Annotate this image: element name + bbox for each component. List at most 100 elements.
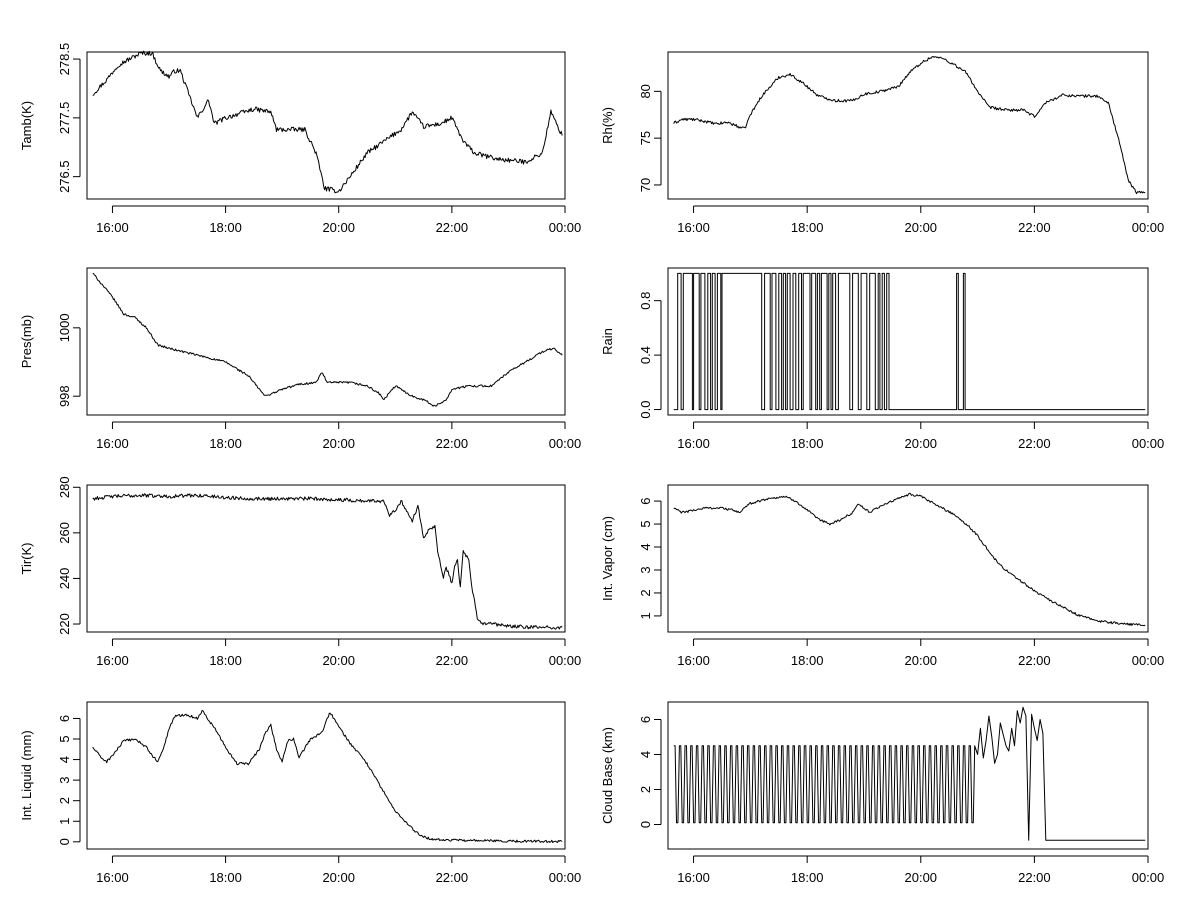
y-axis-label: Int. Vapor (cm)	[600, 516, 615, 601]
y-axis: 1 2 3 4 5 6	[638, 497, 662, 620]
x-tick-label: 18:00	[791, 220, 824, 235]
y-tick-label: 4	[638, 751, 653, 758]
y-axis: 0 1 2 3 4 5 6	[57, 715, 81, 845]
plot-frame	[86, 51, 566, 200]
series-line	[92, 710, 563, 843]
x-tick-label: 20:00	[905, 653, 938, 668]
x-axis: 16:00 18:00 20:00 22:00 00:00	[677, 638, 1164, 668]
y-tick-label: 5	[57, 735, 72, 742]
x-tick-label: 20:00	[322, 653, 355, 668]
series-line	[673, 272, 1146, 411]
y-tick-label: 278.5	[57, 43, 72, 76]
x-tick-label: 18:00	[209, 870, 242, 885]
x-tick-label: 18:00	[209, 653, 242, 668]
x-tick-label: 22:00	[1018, 870, 1051, 885]
y-tick-label: 3	[638, 566, 653, 573]
chart-panel-7: 16:00 18:00 20:00 22:00 00:00 0 1 2 3 4 5 6 Int. Liq…	[19, 701, 582, 885]
x-tick-label: 00:00	[1132, 870, 1165, 885]
y-tick-label: 3	[57, 777, 72, 784]
chart-panel-2: 16:00 18:00 20:00 22:00 00:00 70 75 80 Rh(%)	[600, 51, 1165, 235]
x-tick-label: 22:00	[436, 870, 469, 885]
series-line	[92, 50, 563, 194]
y-axis-label: Cloud Base (km)	[600, 727, 615, 824]
x-tick-label: 00:00	[549, 870, 582, 885]
x-tick-label: 20:00	[905, 436, 938, 451]
x-tick-label: 00:00	[549, 220, 582, 235]
y-tick-label: 0.0	[638, 401, 653, 419]
y-tick-label: 5	[638, 520, 653, 527]
x-tick-label: 22:00	[1018, 220, 1051, 235]
x-tick-label: 22:00	[1018, 653, 1051, 668]
y-tick-label: 240	[57, 568, 72, 590]
plot-frame	[667, 484, 1149, 633]
x-tick-label: 22:00	[436, 436, 469, 451]
y-tick-label: 277.5	[57, 102, 72, 135]
x-axis: 16:00 18:00 20:00 22:00 00:00	[96, 638, 582, 668]
x-tick-label: 18:00	[209, 220, 242, 235]
y-tick-label: 220	[57, 613, 72, 635]
y-tick-label: 998	[57, 385, 72, 407]
x-tick-label: 20:00	[905, 870, 938, 885]
y-tick-label: 6	[638, 716, 653, 723]
y-tick-label: 4	[57, 756, 72, 763]
x-axis: 16:00 18:00 20:00 22:00 00:00	[677, 205, 1165, 235]
y-tick-label: 6	[57, 715, 72, 722]
x-tick-label: 18:00	[791, 436, 824, 451]
x-tick-label: 20:00	[322, 870, 355, 885]
y-tick-label: 2	[638, 786, 653, 793]
y-axis-label: Rain	[600, 328, 615, 355]
y-axis: 276.5 277.5 278.5	[57, 43, 81, 193]
plot-frame	[86, 701, 566, 850]
chart-panel-6: 16:00 18:00 20:00 22:00 00:00 1 2 3 4 5 6 Int. Vapo…	[600, 484, 1164, 668]
y-axis: 998 1000	[57, 313, 81, 407]
plot-frame	[86, 484, 566, 633]
y-tick-label: 80	[638, 84, 653, 98]
x-tick-label: 16:00	[677, 220, 710, 235]
series-line	[673, 706, 1146, 841]
x-axis: 16:00 18:00 20:00 22:00 00:00	[677, 855, 1165, 885]
y-axis: 220 240 260 280	[57, 476, 81, 635]
x-tick-label: 22:00	[1018, 436, 1051, 451]
y-tick-label: 4	[638, 543, 653, 550]
chart-panel-1: 16:00 18:00 20:00 22:00 00:00 276.5 277.5 278.5…	[19, 43, 581, 235]
y-tick-label: 0	[638, 821, 653, 828]
y-axis: 0 2 4 6	[638, 716, 662, 828]
series-line	[92, 272, 563, 407]
x-tick-label: 00:00	[549, 653, 582, 668]
y-axis-label: Rh(%)	[600, 107, 615, 144]
y-tick-label: 2	[57, 797, 72, 804]
y-tick-label: 1000	[57, 313, 72, 342]
plot-frame	[667, 51, 1149, 200]
x-tick-label: 20:00	[322, 436, 355, 451]
chart-panel-3: 16:00 18:00 20:00 22:00 00:00 998 1000 Pres(mb)	[19, 267, 582, 451]
y-tick-label: 280	[57, 476, 72, 498]
y-tick-label: 276.5	[57, 160, 72, 193]
chart-panel-4: 16:00 18:00 20:00 22:00 00:00 0.0 0.4 0.8 Rain	[600, 267, 1165, 451]
x-tick-label: 22:00	[436, 653, 469, 668]
x-axis: 16:00 18:00 20:00 22:00 00:00	[96, 205, 582, 235]
y-tick-label: 75	[638, 131, 653, 145]
x-tick-label: 16:00	[96, 653, 129, 668]
plot-frame	[667, 701, 1149, 850]
y-axis-label: Int. Liquid (mm)	[19, 730, 34, 820]
x-tick-label: 00:00	[549, 436, 582, 451]
x-tick-label: 00:00	[1132, 220, 1165, 235]
x-tick-label: 22:00	[436, 220, 469, 235]
x-tick-label: 16:00	[677, 870, 710, 885]
x-tick-label: 18:00	[791, 653, 824, 668]
series-line	[92, 493, 563, 630]
x-axis: 16:00 18:00 20:00 22:00 00:00	[96, 421, 582, 451]
y-tick-label: 260	[57, 522, 72, 544]
x-axis: 16:00 18:00 20:00 22:00 00:00	[677, 421, 1165, 451]
y-axis-label: Pres(mb)	[19, 315, 34, 368]
plot-frame	[86, 267, 566, 416]
x-tick-label: 20:00	[322, 220, 355, 235]
chart-panel-8: 16:00 18:00 20:00 22:00 00:00 0 2 4 6 Cloud Base …	[600, 701, 1165, 885]
x-tick-label: 16:00	[677, 436, 710, 451]
y-tick-label: 0	[57, 838, 72, 845]
x-tick-label: 00:00	[1132, 436, 1165, 451]
x-tick-label: 18:00	[209, 436, 242, 451]
chart-panel-5: 16:00 18:00 20:00 22:00 00:00 220 240 260 280 Tir…	[19, 476, 581, 668]
y-tick-label: 6	[638, 497, 653, 504]
